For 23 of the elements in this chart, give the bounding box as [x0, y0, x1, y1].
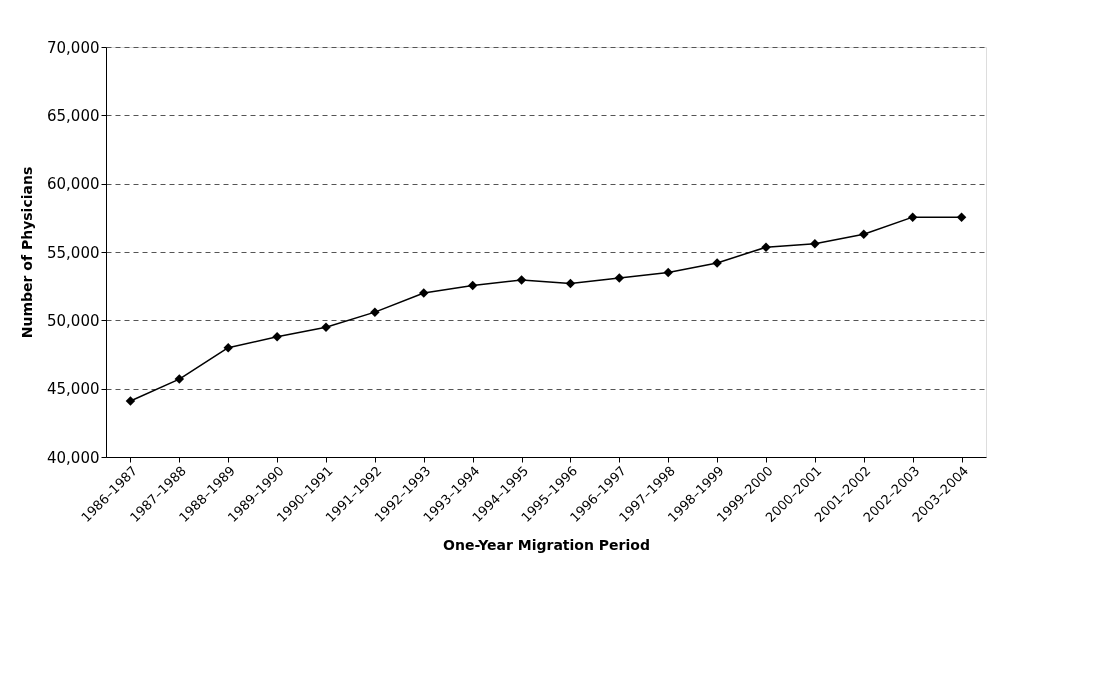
point [907, 212, 918, 222]
y-tick-label: 65,000 [47, 106, 100, 125]
x-axis-title: One-Year Migration Period [443, 537, 650, 554]
point [223, 342, 233, 353]
y-tick-label: 40,000 [47, 448, 100, 467]
point [174, 374, 185, 384]
y-axis-title: Number of Physicians [19, 166, 36, 339]
y-tick-label: 45,000 [47, 380, 100, 399]
point [516, 275, 527, 285]
point [859, 229, 869, 239]
y-tick-label: 60,000 [47, 175, 100, 194]
point [467, 280, 478, 291]
point [956, 212, 967, 222]
y-tick-label: 70,000 [47, 38, 100, 57]
y-tick-label: 55,000 [47, 243, 100, 262]
point [614, 273, 625, 283]
point [272, 331, 282, 342]
point [370, 307, 380, 317]
point [565, 278, 576, 289]
point [125, 396, 136, 406]
point [810, 239, 820, 249]
y-tick-label: 50,000 [47, 311, 100, 330]
point [663, 267, 673, 278]
